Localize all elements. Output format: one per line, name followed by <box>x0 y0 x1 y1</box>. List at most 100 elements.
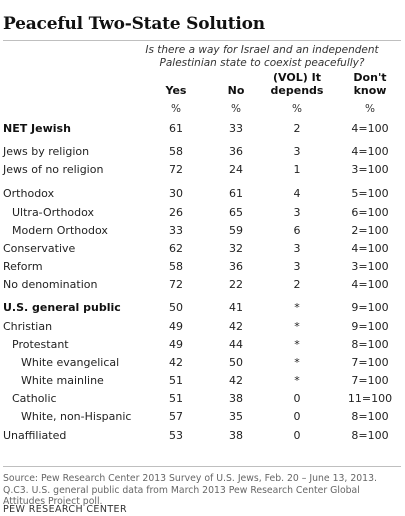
cell-yes: 42 <box>169 356 183 369</box>
cell-depends: 3 <box>293 206 301 219</box>
cell-no: 38 <box>229 429 243 442</box>
row-label: White, non-Hispanic <box>21 410 132 423</box>
source-divider <box>3 466 401 467</box>
table-row: Modern Orthodox 33 59 6 2=100 <box>0 224 405 242</box>
cell-yes: 53 <box>169 429 183 442</box>
cell-dont-know: 7=100 <box>351 374 389 387</box>
row-label: White mainline <box>21 374 104 387</box>
row-label: White evangelical <box>21 356 120 369</box>
cell-no: 41 <box>229 301 243 314</box>
cell-yes: 51 <box>169 392 183 405</box>
cell-yes: 58 <box>169 145 183 158</box>
cell-depends: 6 <box>293 224 301 237</box>
survey-question: Is there a way for Israel and an indepen… <box>145 44 379 69</box>
row-label: Modern Orthodox <box>12 224 108 237</box>
cell-dont-know: 3=100 <box>351 163 389 176</box>
row-label: U.S. general public <box>3 301 121 314</box>
cell-yes: 61 <box>169 122 183 135</box>
row-label: Reform <box>3 260 43 273</box>
cell-dont-know: 5=100 <box>351 187 389 200</box>
table-row: White, non-Hispanic 57 35 0 8=100 <box>0 410 405 428</box>
cell-depends: 3 <box>293 260 301 273</box>
row-label: Jews by religion <box>3 145 90 158</box>
row-label: Protestant <box>12 338 69 351</box>
cell-yes: 62 <box>169 242 183 255</box>
cell-no: 32 <box>229 242 243 255</box>
cell-no: 61 <box>229 187 243 200</box>
unit-label-dont-know: % <box>365 103 375 115</box>
cell-no: 59 <box>229 224 243 237</box>
row-label: Orthodox <box>3 187 55 200</box>
cell-depends: 3 <box>293 242 301 255</box>
cell-dont-know: 6=100 <box>351 206 389 219</box>
cell-dont-know: 2=100 <box>351 224 389 237</box>
cell-yes: 49 <box>169 320 183 333</box>
cell-no: 50 <box>229 356 243 369</box>
row-label: NET Jewish <box>3 122 71 135</box>
cell-dont-know: 3=100 <box>351 260 389 273</box>
cell-no: 65 <box>229 206 243 219</box>
table-row: Unaffiliated 53 38 0 8=100 <box>0 429 405 447</box>
cell-depends: * <box>294 301 300 314</box>
cell-yes: 72 <box>169 278 183 291</box>
cell-dont-know: 9=100 <box>351 320 389 333</box>
cell-yes: 33 <box>169 224 183 237</box>
table-row: U.S. general public 50 41 * 9=100 <box>0 301 405 319</box>
cell-no: 38 <box>229 392 243 405</box>
table-row: Conservative 62 32 3 4=100 <box>0 242 405 260</box>
table-row: Jews by religion 58 36 3 4=100 <box>0 145 405 163</box>
table-row: Protestant 49 44 * 8=100 <box>0 338 405 356</box>
cell-yes: 30 <box>169 187 183 200</box>
cell-depends: * <box>294 320 300 333</box>
cell-yes: 49 <box>169 338 183 351</box>
cell-depends: 0 <box>293 410 301 423</box>
source-note: Source: Pew Research Center 2013 Survey … <box>3 473 377 507</box>
table-row: Catholic 51 38 0 11=100 <box>0 392 405 410</box>
table-row: NET Jewish 61 33 2 4=100 <box>0 122 405 140</box>
table-row: Orthodox 30 61 4 5=100 <box>0 187 405 205</box>
row-label: Catholic <box>12 392 57 405</box>
row-label: Conservative <box>3 242 76 255</box>
table-row: Jews of no religion 72 24 1 3=100 <box>0 163 405 181</box>
cell-depends: 0 <box>293 392 301 405</box>
cell-dont-know: 4=100 <box>351 278 389 291</box>
unit-label-yes: % <box>171 103 181 115</box>
cell-yes: 58 <box>169 260 183 273</box>
column-header-depends: (VOL) It depends <box>270 71 324 97</box>
cell-dont-know: 4=100 <box>351 122 389 135</box>
row-label: Unaffiliated <box>3 429 67 442</box>
cell-yes: 51 <box>169 374 183 387</box>
column-header-dont-know: Don't know <box>353 71 387 97</box>
cell-depends: 3 <box>293 145 301 158</box>
table-row: White evangelical 42 50 * 7=100 <box>0 356 405 374</box>
cell-depends: * <box>294 338 300 351</box>
cell-dont-know: 7=100 <box>351 356 389 369</box>
credit-line: PEW RESEARCH CENTER <box>3 504 127 515</box>
cell-dont-know: 4=100 <box>351 145 389 158</box>
cell-no: 22 <box>229 278 243 291</box>
cell-dont-know: 11=100 <box>347 392 393 405</box>
cell-depends: 0 <box>293 429 301 442</box>
column-header-yes: Yes <box>165 84 187 97</box>
cell-dont-know: 4=100 <box>351 242 389 255</box>
cell-no: 33 <box>229 122 243 135</box>
cell-no: 36 <box>229 260 243 273</box>
cell-dont-know: 8=100 <box>351 338 389 351</box>
cell-dont-know: 8=100 <box>351 429 389 442</box>
table-row: No denomination 72 22 2 4=100 <box>0 278 405 296</box>
cell-dont-know: 9=100 <box>351 301 389 314</box>
table-row: Ultra-Orthodox 26 65 3 6=100 <box>0 206 405 224</box>
chart-title: Peaceful Two-State Solution <box>3 14 265 34</box>
row-label: No denomination <box>3 278 98 291</box>
column-header-no: No <box>227 84 245 97</box>
unit-label-depends: % <box>292 103 302 115</box>
cell-no: 35 <box>229 410 243 423</box>
cell-depends: * <box>294 356 300 369</box>
cell-yes: 72 <box>169 163 183 176</box>
cell-no: 36 <box>229 145 243 158</box>
cell-depends: 4 <box>293 187 301 200</box>
cell-yes: 26 <box>169 206 183 219</box>
cell-depends: 2 <box>293 278 301 291</box>
table-row: Reform 58 36 3 3=100 <box>0 260 405 278</box>
table-row: White mainline 51 42 * 7=100 <box>0 374 405 392</box>
